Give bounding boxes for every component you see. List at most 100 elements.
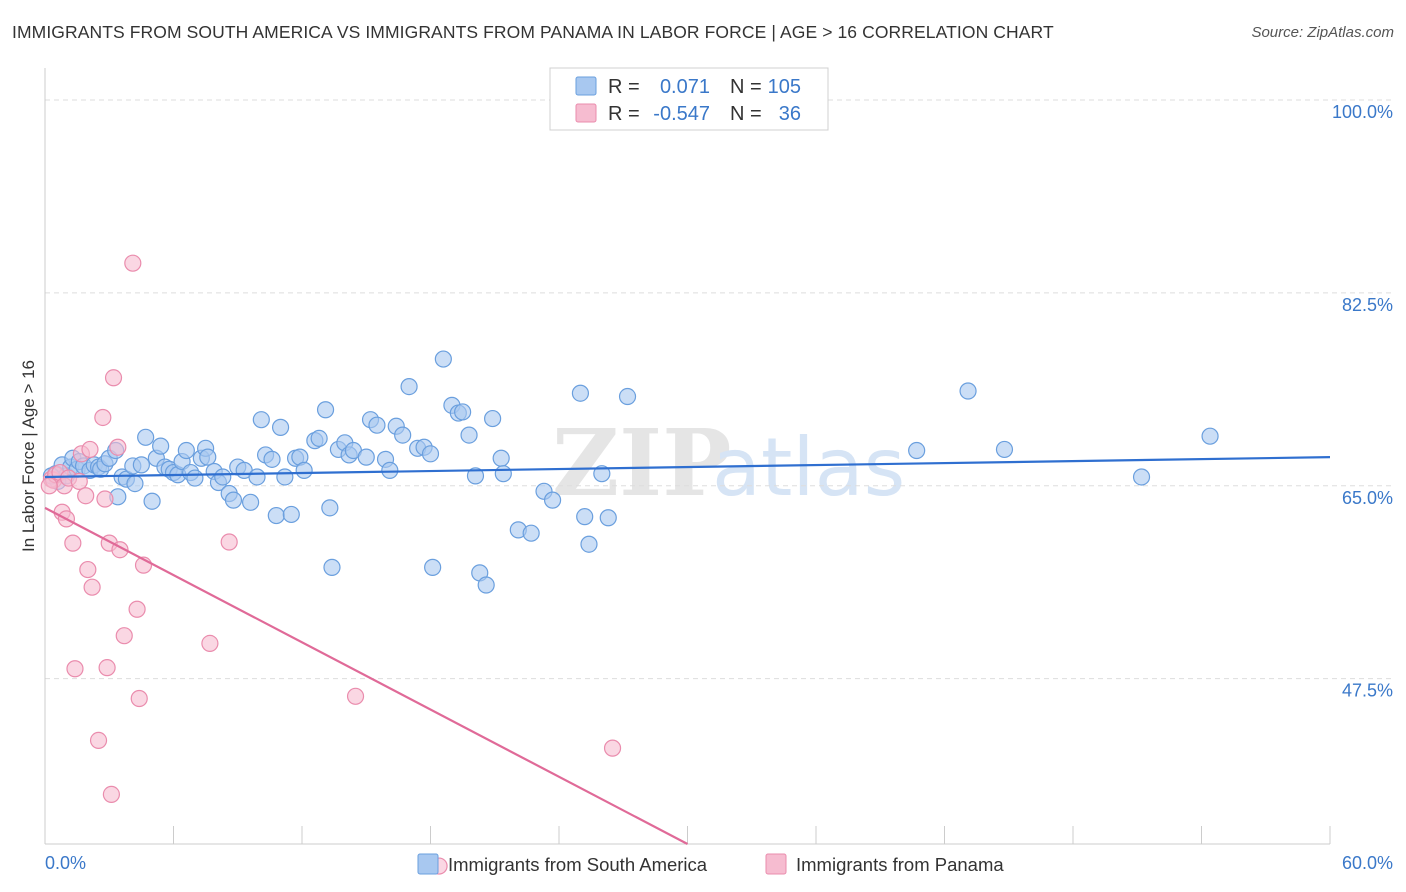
gridlines (45, 99, 1393, 680)
legend-r-label-pink: R = (608, 103, 640, 125)
south-america-point (400, 378, 418, 396)
panama-point (109, 438, 127, 456)
south-america-point (199, 448, 217, 466)
source-credit: Source: ZipAtlas.com (1251, 24, 1394, 41)
south-america-point (143, 492, 161, 510)
south-america-point (599, 509, 617, 527)
south-america-point (580, 535, 598, 553)
south-america-point (995, 440, 1014, 459)
south-america-point (908, 441, 926, 460)
panama-point (89, 731, 108, 749)
chart-title: IMMIGRANTS FROM SOUTH AMERICA VS IMMIGRA… (12, 22, 1054, 42)
panama-point (94, 408, 112, 427)
x-tick-label-max: 60.0% (1342, 853, 1393, 873)
south-america-point (252, 411, 270, 429)
south-america-point (177, 441, 195, 460)
series-panama-points (40, 254, 622, 875)
y-axis-label: In Labor Force | Age > 16 (19, 360, 38, 552)
legend-r-value-blue: 0.071 (660, 76, 710, 98)
south-america-point (460, 426, 478, 444)
south-america-point (421, 445, 440, 463)
y-tick-label: 100.0% (1332, 102, 1393, 122)
south-america-point (224, 491, 243, 509)
legend-n-label-pink: N = (730, 103, 762, 125)
panama-point (64, 534, 82, 552)
south-america-point (571, 384, 590, 402)
south-america-point (1201, 427, 1219, 445)
south-america-point (466, 467, 485, 485)
watermark-atlas: atlas (712, 421, 905, 514)
south-america-point (282, 505, 300, 524)
legend-n-value-blue: 105 (768, 76, 801, 98)
south-america-point (454, 403, 472, 421)
south-america-point (1132, 468, 1151, 486)
south-america-point (424, 558, 442, 576)
panama-point (220, 533, 238, 551)
south-america-point (242, 493, 260, 511)
south-america-point (434, 350, 452, 368)
legend-n-label-blue: N = (730, 76, 762, 98)
x-axis-ticks (44, 826, 1331, 844)
south-america-point (310, 429, 328, 448)
legend-swatch-blue (575, 76, 597, 96)
panama-point (98, 659, 116, 677)
panama-point (40, 477, 58, 495)
panama-point (96, 490, 114, 508)
panama-point (77, 487, 95, 505)
panama-point (603, 739, 622, 757)
panama-point (81, 440, 99, 459)
panama-point (201, 634, 219, 653)
south-america-point (271, 418, 290, 436)
legend-r-value-pink: -0.547 (653, 103, 710, 125)
series-legend: Immigrants from South America Immigrants… (417, 853, 1004, 875)
y-axis-tick-labels: 47.5% 65.0% 82.5% 100.0% (1332, 102, 1393, 701)
south-america-point (248, 468, 266, 486)
south-america-point (267, 506, 285, 525)
south-america-point (137, 428, 155, 446)
series-legend-swatch-south-america (417, 853, 439, 875)
south-america-point (186, 469, 204, 487)
south-america-point (132, 456, 150, 474)
panama-point (346, 687, 365, 705)
legend-n-value-pink: 36 (779, 103, 801, 125)
panama-point (124, 254, 142, 272)
south-america-point (368, 416, 386, 434)
south-america-point (394, 426, 412, 444)
panama-point (115, 627, 133, 645)
series-legend-label-panama: Immigrants from Panama (796, 854, 1004, 875)
south-america-point (492, 449, 510, 467)
y-tick-label: 65.0% (1342, 488, 1393, 508)
watermark-zip: ZIP (552, 409, 731, 517)
panama-point (130, 689, 148, 708)
x-tick-label-min: 0.0% (45, 853, 86, 873)
legend-swatch-pink (575, 103, 597, 123)
south-america-point (126, 474, 144, 493)
south-america-point (276, 468, 294, 486)
south-america-trend-line (44, 456, 1331, 479)
correlation-legend: R = 0.071 N = 105 R = -0.547 N = 36 (549, 67, 829, 131)
panama-point (79, 560, 97, 579)
panama-point (102, 785, 120, 804)
south-america-point (263, 450, 281, 468)
south-america-point (618, 387, 637, 406)
series-south-america-points (42, 350, 1219, 594)
south-america-point (357, 448, 375, 466)
south-america-point (522, 524, 540, 542)
south-america-point (321, 499, 339, 517)
south-america-point (381, 461, 399, 479)
panama-point (104, 369, 123, 387)
panama-point (128, 600, 146, 618)
south-america-point (959, 382, 977, 400)
y-tick-label: 82.5% (1342, 295, 1393, 315)
y-tick-label: 47.5% (1342, 681, 1393, 701)
watermark: ZIP atlas (552, 409, 905, 517)
south-america-point (295, 461, 313, 479)
south-america-point (484, 409, 502, 428)
south-america-point (323, 558, 341, 576)
series-legend-label-south-america: Immigrants from South America (448, 854, 708, 875)
south-america-point (593, 465, 611, 483)
south-america-point (494, 465, 512, 483)
series-legend-swatch-panama (765, 853, 787, 875)
panama-point (83, 578, 101, 596)
